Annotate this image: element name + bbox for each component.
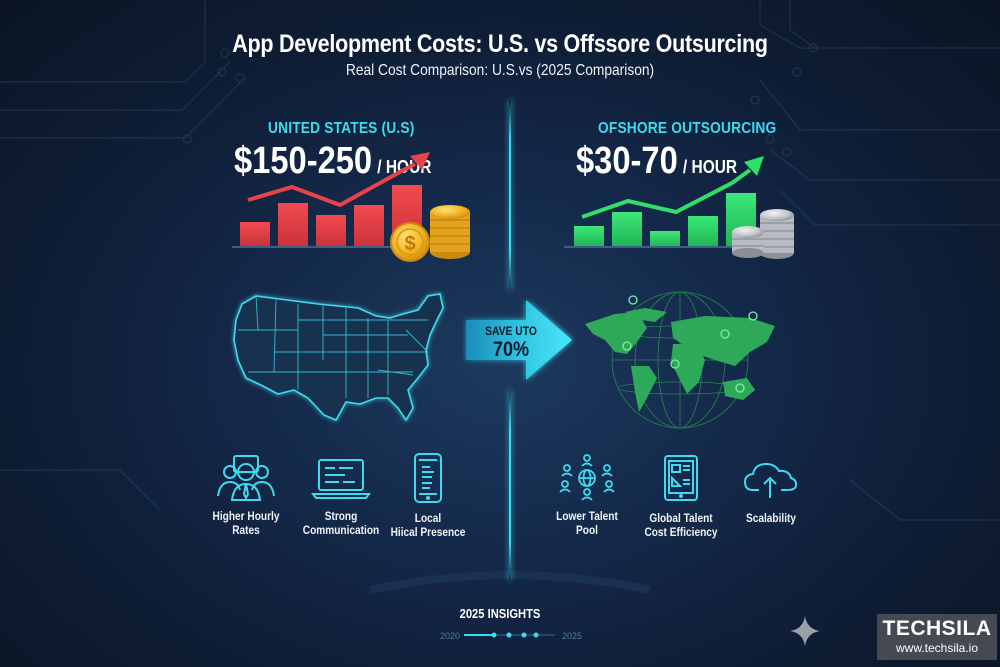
feature-local-presence: Local Hiical Presence — [373, 452, 483, 540]
brand-url: www.techsila.io — [895, 641, 979, 655]
gold-coins-icon: $ — [390, 205, 470, 262]
brand-name: TECHSILA — [882, 617, 992, 640]
world-map — [585, 291, 775, 429]
feature-scalability: Scalability — [716, 456, 826, 526]
page-subtitle: Real Cost Comparison: U.S.vs (2025 Compa… — [345, 62, 655, 79]
us-price: $150-250/ HOUR — [234, 140, 431, 183]
global-network-icon — [559, 454, 615, 501]
center-divider-bottom — [509, 390, 511, 580]
feature-label: Higher Hourly Rates — [212, 511, 280, 537]
tablet-icon — [664, 455, 698, 501]
feature-label: Local Hiical Presence — [390, 513, 466, 539]
feature-label: Lower Talent Pool — [556, 511, 618, 537]
feature-strong-communication: Strong Communication — [286, 454, 396, 538]
us-price-value: $150-250 — [234, 140, 373, 182]
team-people-icon — [217, 455, 275, 501]
techsila-logo[interactable]: TECHSILA www.techsila.io — [877, 614, 997, 660]
feature-global-talent-cost-efficiency: Global Talent Cost Efficiency — [626, 452, 736, 540]
insights-title: 2025 INSIGHTS — [459, 606, 541, 621]
feature-label: Strong Communication — [302, 511, 380, 537]
us-cost-chart: $ — [232, 152, 470, 262]
timeline-start-year: 2020 — [440, 631, 461, 641]
offshore-cost-chart — [564, 156, 794, 259]
page-title: App Development Costs: U.S. vs Offssore … — [232, 30, 768, 58]
silver-coins-icon — [732, 209, 794, 259]
offshore-price-unit: / HOUR — [682, 157, 738, 177]
feature-lower-talent-pool: Lower Talent Pool — [532, 454, 642, 538]
center-divider-top — [509, 100, 511, 290]
savings-label-line1: SAVE UTO — [485, 324, 537, 338]
offshore-price: $30-70/ HOUR — [576, 140, 737, 183]
us-region-label: UNITED STATES (U.S) — [268, 120, 415, 137]
laptop-code-icon — [311, 459, 371, 499]
savings-label: SAVE UTO 70% — [470, 325, 552, 360]
us-map — [233, 293, 444, 422]
feature-higher-hourly-rates: Higher Hourly Rates — [191, 454, 301, 538]
timeline-end-year: 2025 — [562, 631, 583, 641]
feature-label: Global Talent Cost Efficiency — [644, 513, 718, 539]
smartphone-icon — [414, 453, 442, 503]
svg-text:$: $ — [404, 233, 415, 255]
offshore-price-value: $30-70 — [576, 140, 678, 182]
timeline-slider[interactable] — [462, 630, 557, 640]
cloud-upload-icon — [743, 462, 798, 498]
savings-arrow — [466, 300, 572, 380]
sparkle-icon — [790, 616, 820, 646]
feature-label: Scalability — [745, 513, 797, 525]
offshore-region-label: OFSHORE OUTSOURCING — [598, 120, 777, 137]
savings-percentage: 70% — [492, 338, 530, 361]
